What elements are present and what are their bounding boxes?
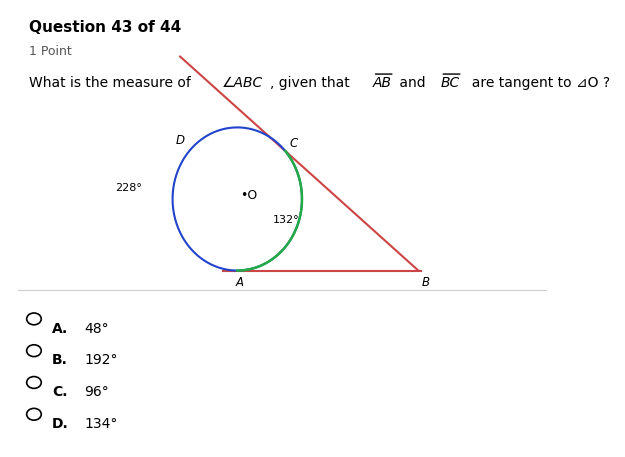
Text: D.: D. <box>52 417 69 431</box>
Text: A.: A. <box>52 322 68 335</box>
Text: C: C <box>290 137 298 150</box>
Text: 48°: 48° <box>84 322 109 335</box>
Text: •O: •O <box>240 189 258 202</box>
Text: C.: C. <box>52 385 68 399</box>
Text: A: A <box>236 276 244 289</box>
Text: 132°: 132° <box>273 215 299 225</box>
Text: 228°: 228° <box>115 183 142 192</box>
Text: , given that: , given that <box>270 76 359 90</box>
Text: ∠ABC: ∠ABC <box>222 76 264 90</box>
Text: are tangent to ⊿O ?: are tangent to ⊿O ? <box>462 76 610 90</box>
Text: Question 43 of 44: Question 43 of 44 <box>29 20 182 35</box>
Text: AB: AB <box>372 76 392 90</box>
Text: 96°: 96° <box>84 385 109 399</box>
Text: 192°: 192° <box>84 353 118 367</box>
Text: D: D <box>175 133 184 147</box>
Text: 134°: 134° <box>84 417 118 431</box>
Text: 1 Point: 1 Point <box>29 44 72 58</box>
Text: and: and <box>395 76 434 90</box>
Text: B.: B. <box>52 353 68 367</box>
Text: BC: BC <box>441 76 459 90</box>
Text: B: B <box>422 276 430 289</box>
Text: What is the measure of: What is the measure of <box>29 76 196 90</box>
